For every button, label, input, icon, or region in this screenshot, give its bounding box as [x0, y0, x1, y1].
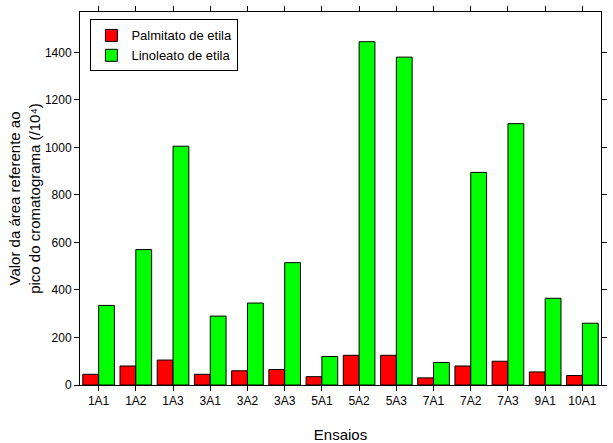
- svg-text:Linoleato de etila: Linoleato de etila: [131, 48, 230, 63]
- svg-text:Palmitato de etila: Palmitato de etila: [131, 28, 231, 43]
- svg-text:9A1: 9A1: [535, 394, 557, 408]
- svg-text:Valor da área referente aopico: Valor da área referente aopico do cromat…: [6, 103, 43, 294]
- svg-text:10A1: 10A1: [568, 394, 596, 408]
- svg-text:600: 600: [52, 236, 72, 250]
- svg-text:200: 200: [52, 331, 72, 345]
- svg-text:7A1: 7A1: [423, 394, 445, 408]
- svg-text:Ensaios: Ensaios: [314, 426, 367, 443]
- svg-text:1A2: 1A2: [125, 394, 147, 408]
- svg-text:800: 800: [52, 188, 72, 202]
- svg-text:400: 400: [52, 283, 72, 297]
- svg-text:1A3: 1A3: [162, 394, 184, 408]
- svg-text:1400: 1400: [45, 46, 72, 60]
- svg-text:1200: 1200: [45, 93, 72, 107]
- svg-text:3A2: 3A2: [237, 394, 259, 408]
- svg-text:3A3: 3A3: [274, 394, 296, 408]
- svg-text:5A1: 5A1: [311, 394, 333, 408]
- svg-text:7A2: 7A2: [460, 394, 482, 408]
- svg-text:1000: 1000: [45, 141, 72, 155]
- svg-text:5A2: 5A2: [348, 394, 370, 408]
- svg-text:7A3: 7A3: [497, 394, 519, 408]
- svg-text:5A3: 5A3: [386, 394, 408, 408]
- svg-text:0: 0: [65, 378, 72, 392]
- svg-text:3A1: 3A1: [200, 394, 222, 408]
- svg-text:1A1: 1A1: [88, 394, 110, 408]
